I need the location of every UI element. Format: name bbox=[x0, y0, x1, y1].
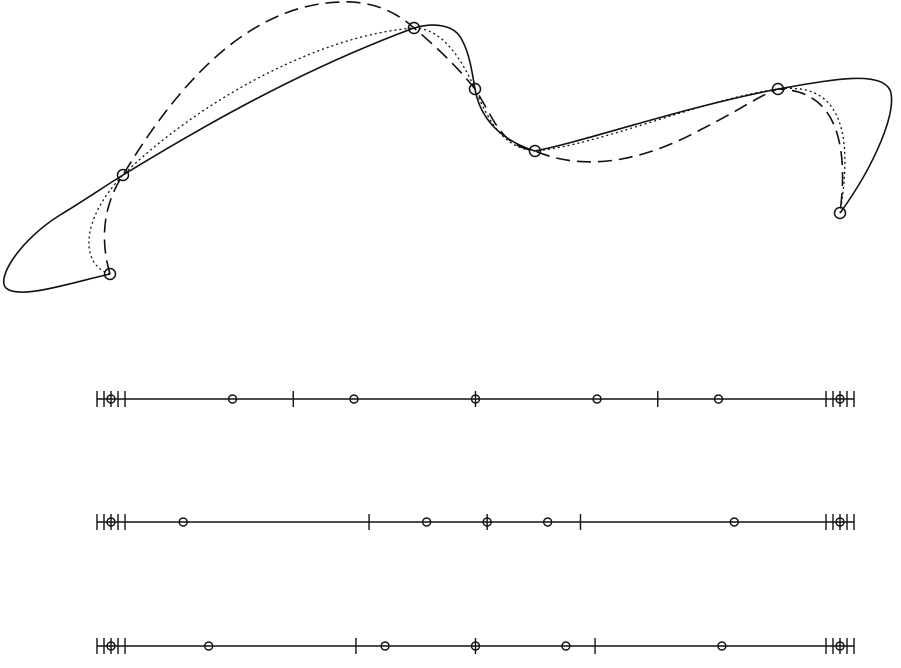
parameter-lines-layer bbox=[96, 391, 855, 654]
parameter-point bbox=[717, 641, 727, 651]
dotted-curve bbox=[88, 27, 846, 275]
parameter-point bbox=[470, 394, 481, 404]
parameter-point bbox=[835, 517, 845, 527]
parameter-point bbox=[106, 517, 116, 527]
parameter-point bbox=[380, 641, 390, 651]
parameter-point bbox=[106, 641, 116, 651]
data-point-2 bbox=[116, 168, 130, 182]
parameter-point bbox=[592, 394, 602, 404]
parameter-point bbox=[542, 517, 553, 527]
parameter-point bbox=[227, 394, 238, 404]
parameter-point bbox=[470, 641, 481, 651]
dashed-curve bbox=[103, 1, 844, 275]
parameter-point bbox=[713, 394, 724, 404]
data-point-4 bbox=[468, 82, 482, 96]
parameter-point bbox=[349, 394, 359, 404]
parameter-line-chord-length bbox=[96, 514, 855, 530]
parameter-point bbox=[203, 641, 214, 651]
parameter-point bbox=[106, 394, 116, 404]
data-point-6 bbox=[771, 82, 785, 96]
parameter-point bbox=[482, 517, 492, 527]
parameter-point bbox=[835, 394, 845, 404]
curves-layer bbox=[3, 1, 893, 293]
parameter-line-centripetal bbox=[96, 638, 855, 654]
data-points-layer bbox=[103, 21, 847, 281]
parameter-point bbox=[561, 641, 571, 651]
data-point-5 bbox=[528, 144, 542, 158]
parameter-line-uniform bbox=[96, 391, 855, 407]
solid-curve bbox=[3, 24, 893, 293]
parameter-point bbox=[835, 641, 845, 651]
data-point-3 bbox=[407, 21, 421, 35]
parameter-point bbox=[178, 517, 188, 527]
data-point-1 bbox=[103, 267, 117, 281]
parameter-point bbox=[421, 517, 432, 527]
parameter-point bbox=[729, 517, 739, 527]
data-point-7 bbox=[833, 206, 847, 220]
